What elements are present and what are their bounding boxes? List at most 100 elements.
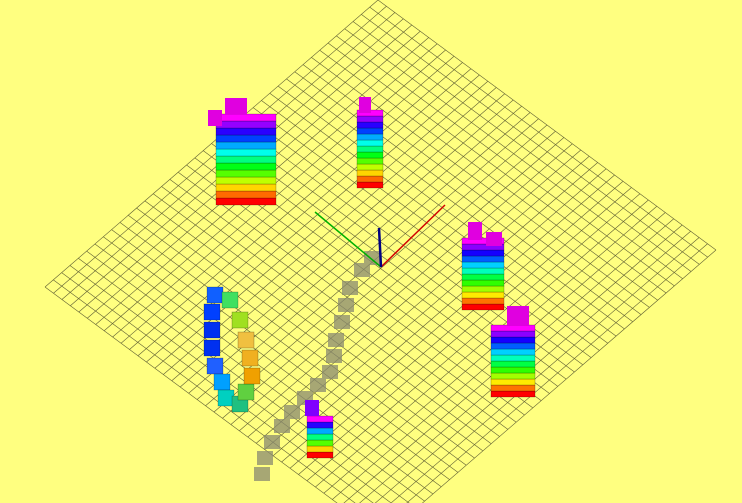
- axes: [314, 204, 446, 268]
- voxel-layer: [461, 291, 505, 299]
- shadow-block: [257, 451, 273, 465]
- voxel-layer: [461, 261, 505, 269]
- voxel-layer: [215, 197, 277, 206]
- voxel-layer: [356, 115, 384, 123]
- grid-line: [128, 215, 467, 466]
- voxel-layer: [461, 297, 505, 305]
- grid-line: [136, 207, 475, 459]
- shadow-block: [274, 419, 290, 433]
- voxel-layer: [356, 145, 384, 153]
- voxel-layer: [215, 120, 277, 129]
- voxel-layer: [356, 133, 384, 141]
- grid-line: [44, 286, 338, 503]
- grid-line: [281, 174, 615, 463]
- grid-line: [161, 186, 500, 437]
- voxel-layer: [215, 176, 277, 185]
- grid-line: [144, 200, 484, 452]
- voxel-cube: [237, 331, 255, 349]
- voxel-layer: [215, 155, 277, 164]
- shadow-block: [310, 378, 326, 392]
- grid-line: [103, 236, 442, 488]
- voxel-layer: [461, 249, 505, 257]
- voxel-layer: [490, 360, 536, 368]
- voxel-layer: [306, 445, 334, 453]
- voxel-cube: [206, 286, 224, 304]
- voxel-layer: [356, 181, 384, 189]
- shadow-block: [342, 281, 358, 295]
- voxel-objects: [203, 97, 536, 459]
- voxel-layer: [490, 384, 536, 392]
- grid-line: [119, 222, 459, 473]
- voxel-layer: [490, 342, 536, 350]
- voxel-layer: [356, 139, 384, 147]
- grid-line: [111, 229, 450, 480]
- voxel-layer: [461, 273, 505, 281]
- voxel-layer: [356, 127, 384, 135]
- grid-line: [178, 171, 517, 423]
- voxel-cube: [231, 311, 249, 329]
- y-axis: [314, 211, 382, 268]
- grid-line: [289, 181, 624, 469]
- voxel-cap: [208, 110, 222, 126]
- voxel-cube: [203, 303, 221, 321]
- voxel-layer: [215, 162, 277, 171]
- grid-line: [153, 193, 492, 444]
- grid-line: [247, 149, 581, 438]
- shadow-block: [254, 467, 270, 481]
- grid-line: [298, 187, 632, 475]
- voxel-layer: [490, 336, 536, 344]
- shadow-block: [354, 263, 370, 277]
- voxel-layer: [461, 255, 505, 263]
- grid-line: [421, 249, 717, 503]
- shadow-block: [328, 333, 344, 347]
- voxel-layer: [490, 354, 536, 362]
- voxel-layer: [356, 121, 384, 129]
- voxel-cube: [203, 339, 221, 357]
- voxel-layer: [215, 127, 277, 136]
- grid-line: [239, 143, 573, 431]
- voxel-layer: [306, 451, 334, 459]
- voxel-cube: [243, 367, 261, 385]
- voxel-layer: [215, 141, 277, 150]
- voxel-layer: [306, 439, 334, 447]
- shadows: [254, 251, 380, 481]
- voxel-layer: [461, 237, 505, 245]
- voxel-layer: [306, 433, 334, 441]
- voxel-cube: [213, 373, 231, 391]
- voxel-layer: [490, 378, 536, 386]
- voxel-cube: [206, 357, 224, 375]
- voxel-layer: [461, 285, 505, 293]
- grid-line: [306, 193, 641, 481]
- voxel-cube: [237, 383, 255, 401]
- shadow-block: [322, 365, 338, 379]
- grid-line: [94, 243, 434, 495]
- voxel-layer: [490, 348, 536, 356]
- grid-line: [323, 206, 658, 494]
- voxel-cap: [468, 222, 482, 240]
- voxel-cube: [217, 389, 235, 407]
- x-axis: [380, 204, 446, 268]
- voxel-cap: [486, 232, 502, 246]
- voxel-layer: [356, 175, 384, 183]
- voxel-cube: [241, 349, 259, 367]
- voxel-layer: [490, 372, 536, 380]
- grid-line: [264, 162, 598, 450]
- voxel-layer: [356, 163, 384, 171]
- voxel-layer: [461, 303, 505, 311]
- voxel-cube: [221, 291, 239, 309]
- voxel-layer: [490, 330, 536, 338]
- voxel-cube: [203, 321, 221, 339]
- voxel-layer: [490, 366, 536, 374]
- voxel-layer: [215, 169, 277, 178]
- grid-line: [406, 243, 708, 503]
- shadow-block: [364, 251, 380, 265]
- shadow-block: [264, 435, 280, 449]
- voxel-layer: [461, 279, 505, 287]
- grid-line: [222, 131, 556, 419]
- voxel-cap: [359, 97, 371, 113]
- grid-line: [315, 199, 649, 488]
- voxel-layer: [356, 151, 384, 159]
- voxel-layer: [215, 134, 277, 143]
- shadow-block: [338, 298, 354, 312]
